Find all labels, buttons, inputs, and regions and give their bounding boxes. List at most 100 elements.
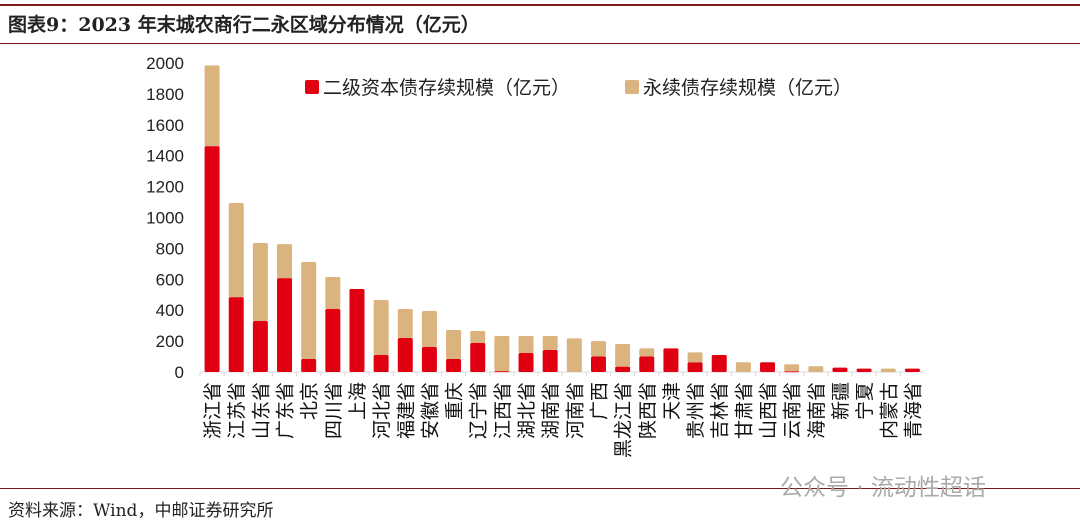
bar-perpetual — [639, 348, 655, 357]
bar-tier2 — [494, 371, 510, 373]
bar-perpetual — [277, 244, 293, 279]
bar-tier2 — [518, 352, 534, 372]
bar-tier2 — [421, 346, 437, 372]
y-tick-label: 1600 — [146, 116, 184, 135]
bar-tier2 — [373, 355, 389, 372]
x-tick-label: 湖南省 — [540, 382, 562, 439]
bar-tier2 — [590, 356, 606, 372]
bar-perpetual — [687, 352, 703, 363]
bar-perpetual — [808, 366, 824, 372]
bar-tier2 — [446, 359, 462, 372]
y-tick-label: 2000 — [146, 54, 184, 73]
y-tick-label: 400 — [156, 301, 184, 320]
bar-tier2 — [301, 359, 317, 372]
bar-perpetual — [252, 242, 268, 322]
x-tick-label: 湖北省 — [516, 382, 538, 439]
x-tick-label: 江西省 — [492, 382, 514, 439]
bar-tier2 — [470, 342, 486, 372]
bar-tier2 — [663, 348, 679, 372]
bar-perpetual — [204, 65, 220, 147]
bar-tier2 — [204, 146, 220, 372]
bar-perpetual — [228, 202, 244, 298]
x-tick-label: 江苏省 — [226, 382, 248, 439]
bar-perpetual — [421, 310, 437, 347]
bar-tier2 — [277, 278, 293, 372]
source-rule — [0, 488, 1080, 489]
x-tick-label: 福建省 — [395, 382, 417, 439]
x-tick-label: 广东省 — [275, 382, 297, 439]
x-tick-label: 辽宁省 — [468, 382, 490, 439]
bar-tier2 — [784, 371, 800, 373]
bar-tier2 — [252, 321, 268, 372]
y-tick-label: 1800 — [146, 85, 184, 104]
bar-tier2 — [711, 355, 727, 372]
legend-swatch — [625, 80, 639, 94]
x-tick-label: 安徽省 — [419, 382, 441, 439]
bar-tier2 — [397, 338, 413, 372]
bar-tier2 — [325, 308, 341, 372]
x-tick-label: 河南省 — [564, 382, 586, 439]
bar-perpetual — [518, 336, 534, 353]
bar-perpetual — [784, 364, 800, 372]
x-tick-label: 宁夏 — [854, 382, 876, 420]
y-tick-label: 1200 — [146, 178, 184, 197]
bar-tier2 — [687, 362, 703, 372]
x-tick-label: 四川省 — [323, 382, 345, 439]
bar-perpetual — [325, 276, 341, 309]
bar-tier2 — [832, 367, 848, 372]
x-tick-label: 广西 — [588, 382, 610, 420]
legend-label: 二级资本债存续规模（亿元） — [323, 77, 570, 99]
y-tick-label: 1000 — [146, 209, 184, 228]
x-tick-label: 青海省 — [902, 382, 924, 439]
y-tick-label: 1400 — [146, 147, 184, 166]
x-tick-label: 新疆 — [830, 382, 852, 420]
x-tick-label: 海南省 — [806, 382, 828, 439]
watermark: 公众号 · 流动性超话 — [780, 475, 986, 501]
bar-perpetual — [446, 329, 462, 360]
bar-perpetual — [470, 331, 486, 343]
bar-perpetual — [301, 261, 317, 360]
x-tick-label: 内蒙古 — [878, 382, 900, 439]
x-tick-label: 贵州省 — [685, 382, 707, 439]
bar-tier2 — [760, 362, 776, 372]
bar-tier2 — [615, 366, 631, 372]
x-tick-label: 甘肃省 — [733, 382, 755, 439]
bar-perpetual — [542, 336, 558, 351]
x-tick-label: 黑龙江省 — [613, 382, 635, 458]
bar-tier2 — [542, 350, 558, 372]
bar-perpetual — [373, 300, 389, 356]
legend-label: 永续债存续规模（亿元） — [643, 77, 852, 99]
bar-perpetual — [566, 338, 582, 372]
figure-title: 图表9：2023 年末城农商行二永区域分布情况（亿元） — [8, 14, 480, 36]
bar-tier2 — [856, 368, 872, 372]
bar-perpetual — [494, 336, 510, 372]
y-tick-label: 800 — [156, 239, 184, 258]
x-tick-label: 陕西省 — [637, 382, 659, 439]
title-rule — [0, 43, 1080, 44]
y-tick-label: 0 — [175, 363, 184, 382]
source-note: 资料来源：Wind，中邮证券研究所 — [8, 501, 274, 521]
legend-swatch — [305, 80, 319, 94]
y-tick-label: 200 — [156, 332, 184, 351]
x-tick-label: 浙江省 — [202, 382, 224, 439]
x-tick-label: 山东省 — [250, 382, 272, 439]
bar-perpetual — [590, 341, 606, 357]
x-tick-label: 天津 — [661, 382, 683, 420]
y-tick-label: 600 — [156, 270, 184, 289]
x-tick-label: 云南省 — [782, 382, 804, 439]
bar-perpetual — [615, 344, 631, 367]
x-tick-label: 重庆 — [444, 382, 466, 420]
x-tick-label: 上海 — [347, 382, 369, 420]
x-tick-label: 北京 — [299, 382, 321, 420]
x-tick-label: 山西省 — [758, 382, 780, 439]
top-rule — [0, 4, 1080, 6]
bar-perpetual — [397, 308, 413, 339]
bar-perpetual — [735, 362, 751, 372]
bar-perpetual — [880, 368, 896, 372]
bar-tier2 — [349, 289, 365, 372]
bar-tier2 — [639, 356, 655, 372]
x-tick-label: 吉林省 — [709, 382, 731, 439]
bar-tier2 — [228, 297, 244, 372]
